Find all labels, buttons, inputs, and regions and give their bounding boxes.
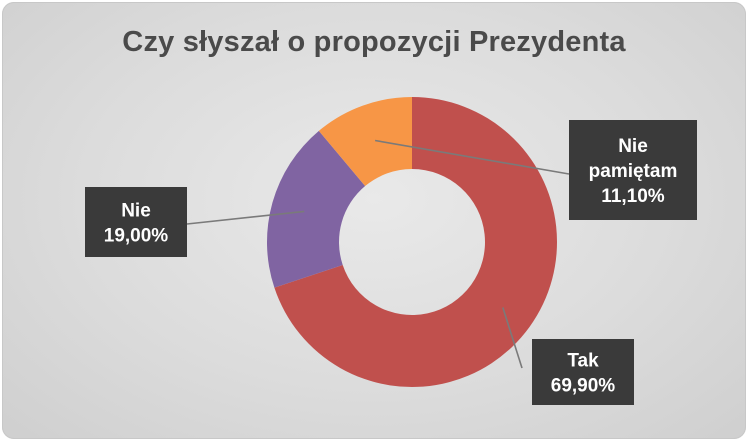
data-label-category: pamiętam: [589, 161, 678, 182]
slice-nie: [267, 130, 366, 288]
leader-line: [186, 210, 305, 225]
data-label-box: [532, 339, 634, 405]
leader-line: [502, 307, 523, 369]
slice-tak: [274, 97, 558, 387]
data-label-value: 69,90%: [551, 376, 616, 397]
data-label-nie-pamiętam: Nie pamiętam 11,10%: [569, 120, 697, 220]
data-label-box: [569, 120, 697, 220]
data-label-value: 11,10%: [601, 186, 664, 207]
leader-line: [374, 139, 570, 175]
chart-title: Czy słyszał o propozycji Prezydenta: [122, 26, 626, 58]
donut-chart: Tak 69,90% Nie 19,00% Nie pamiętam 11,10%: [85, 97, 697, 405]
data-label-box: [85, 187, 187, 257]
data-label-category: Nie: [121, 201, 151, 222]
data-label-category: Tak: [567, 351, 599, 372]
data-label-value: 19,00%: [104, 226, 169, 247]
slice-nie-pamiętam: [318, 97, 412, 187]
data-label-nie: Nie 19,00%: [85, 187, 187, 257]
data-label-tak: Tak 69,90%: [532, 339, 634, 405]
chart-area: Czy słyszał o propozycji Prezydenta Tak 6…: [2, 2, 746, 439]
data-label-category: Nie: [618, 136, 648, 157]
